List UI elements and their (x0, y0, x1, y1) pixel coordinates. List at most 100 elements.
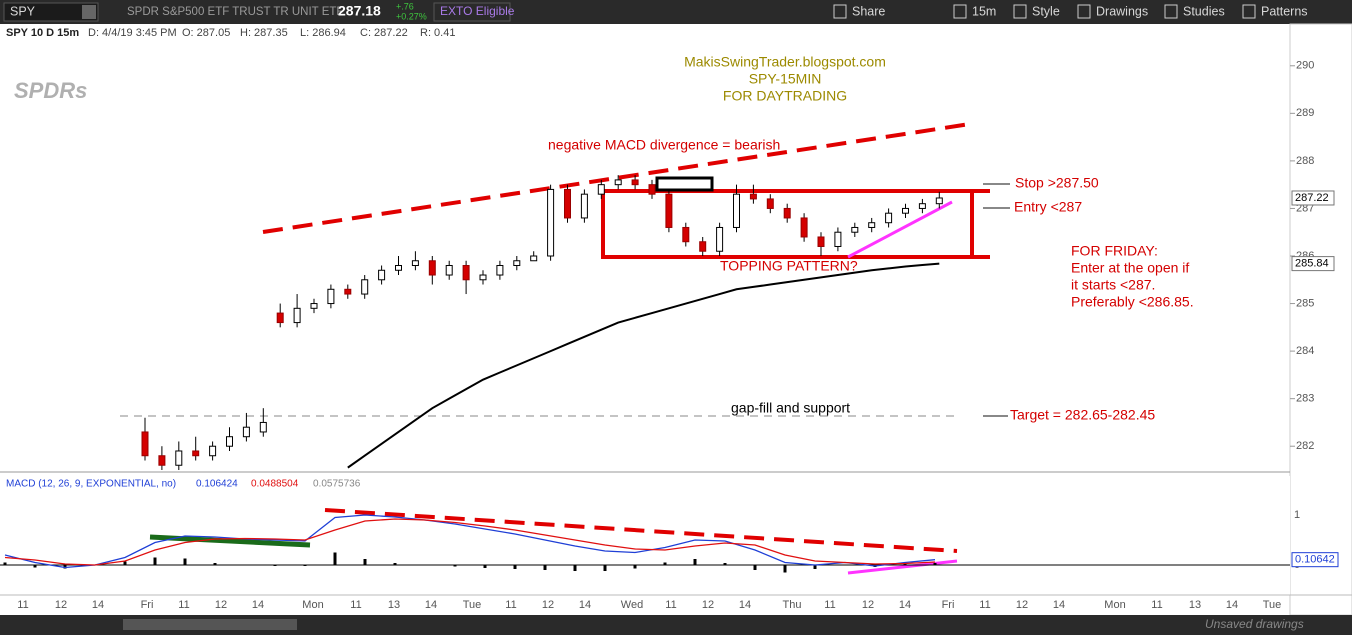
candle-body (766, 198, 774, 209)
toolbar-button[interactable]: Share (852, 4, 885, 18)
candle-body (918, 203, 926, 209)
note-target: Target = 282.65-282.45 (1010, 407, 1155, 423)
y-tick-label: 284 (1296, 345, 1314, 357)
y-tick-label: 283 (1296, 393, 1314, 405)
x-tick-label: Fri (942, 599, 955, 611)
x-tick-label: Mon (1104, 599, 1125, 611)
x-tick-label: 13 (388, 599, 400, 611)
x-tick-label: 14 (579, 599, 591, 611)
friday-line: Enter at the open if (1071, 260, 1189, 276)
candle-body (935, 197, 943, 205)
toolbar-button[interactable]: 15m (972, 4, 996, 18)
note-divergence: negative MACD divergence = bearish (548, 137, 780, 153)
macd-readout: 0.0575736 (313, 479, 361, 490)
candle-body (327, 288, 335, 305)
symbol-dropdown[interactable] (82, 5, 96, 19)
x-tick-label: 12 (1016, 599, 1028, 611)
y-tick-label: 289 (1296, 107, 1314, 119)
candle-body (513, 260, 521, 267)
x-tick-label: 14 (1053, 599, 1065, 611)
x-tick-label: 11 (505, 599, 516, 611)
ohlc-info: R: 0.41 (420, 27, 455, 39)
x-tick-label: 12 (215, 599, 227, 611)
macd-histogram (663, 562, 667, 565)
candle-body (783, 207, 791, 219)
candle-body (411, 260, 419, 267)
candle-body (496, 265, 504, 276)
x-tick-label: 11 (1151, 599, 1162, 611)
y-tick-label: 282 (1296, 440, 1314, 452)
note-header: SPY-15MIN (749, 71, 822, 87)
note-entry: Entry <287 (1014, 199, 1082, 215)
toolbar-icon[interactable] (1077, 4, 1091, 19)
toolbar (0, 0, 1352, 24)
friday-line: it starts <287. (1071, 277, 1155, 293)
candle-body (682, 226, 690, 243)
candle-body (242, 426, 250, 438)
y-tick-label: 290 (1296, 60, 1314, 72)
candle-body (868, 222, 876, 228)
toolbar-icon[interactable] (1242, 4, 1256, 19)
macd-tag-label: 0.10642 (1295, 554, 1335, 566)
x-tick-label: 12 (862, 599, 874, 611)
x-tick-label: 11 (665, 599, 676, 611)
info-bar: SPY 10 D 15m D: 4/4/19 3:45 PM O: 287.05 H:… (6, 27, 455, 39)
candle-body (834, 231, 842, 247)
macd-histogram (603, 565, 607, 571)
toolbar-button[interactable]: Drawings (1096, 4, 1148, 18)
macd-histogram (153, 557, 157, 565)
candle-body (716, 226, 724, 252)
note-stop: Stop >287.50 (1015, 175, 1099, 191)
x-tick-label: 11 (350, 599, 361, 611)
toolbar-button[interactable]: Patterns (1261, 4, 1308, 18)
toolbar-icon[interactable] (953, 4, 967, 19)
x-tick-label: 11 (824, 599, 835, 611)
price-tag-label: 287.22 (1295, 192, 1329, 204)
toolbar-button[interactable]: Studies (1183, 4, 1225, 18)
macd-histogram (393, 563, 397, 565)
candle-body (361, 279, 369, 295)
macd-histogram (633, 565, 637, 569)
note-header: MakisSwingTrader.blogspot.com (684, 54, 886, 70)
x-tick-label: 12 (542, 599, 554, 611)
macd-histogram (573, 565, 577, 571)
macd-line (4, 514, 936, 569)
candle-body (175, 450, 183, 466)
candle-body (547, 188, 555, 257)
symbol-box[interactable] (3, 2, 99, 22)
macd-histogram (903, 564, 907, 565)
candle-body (462, 265, 470, 281)
candle-body (310, 303, 318, 309)
candle-body (817, 236, 825, 247)
x-tick-label: Tue (463, 599, 482, 611)
macd-rising-line (847, 559, 958, 575)
note-support: gap-fill and support (731, 400, 850, 416)
x-tick-label: 11 (178, 599, 189, 611)
scroll-thumb[interactable] (123, 619, 297, 630)
macd-readout: 0.0488504 (251, 479, 299, 490)
macd-histogram (453, 565, 457, 567)
toolbar-button[interactable]: Style (1032, 4, 1060, 18)
macd-histogram (813, 565, 817, 569)
macd-histogram (363, 559, 367, 565)
macd-tag (1291, 552, 1339, 568)
last-price: 287.18 (338, 3, 381, 19)
candle-body (614, 179, 622, 186)
friday-line: FOR FRIDAY: (1071, 243, 1158, 259)
toolbar-icon[interactable] (1164, 4, 1178, 19)
friday-line: Preferably <286.85. (1071, 294, 1194, 310)
toolbar-icon[interactable] (833, 4, 847, 19)
macd-histogram (3, 562, 7, 565)
macd-title: MACD (12, 26, 9, EXPONENTIAL, no) (6, 479, 176, 490)
macd-histogram (123, 561, 127, 565)
x-tick-label: 14 (92, 599, 104, 611)
symbol[interactable]: SPY (10, 4, 36, 18)
toolbar-buttons: Share 15m Style Drawings Studies Patterns (833, 4, 1308, 19)
macd-histogram (693, 559, 697, 565)
macd-histogram (543, 565, 547, 570)
scrollbar-area (0, 615, 1352, 635)
toolbar-icon[interactable] (1013, 4, 1027, 19)
candle-body (344, 288, 352, 295)
